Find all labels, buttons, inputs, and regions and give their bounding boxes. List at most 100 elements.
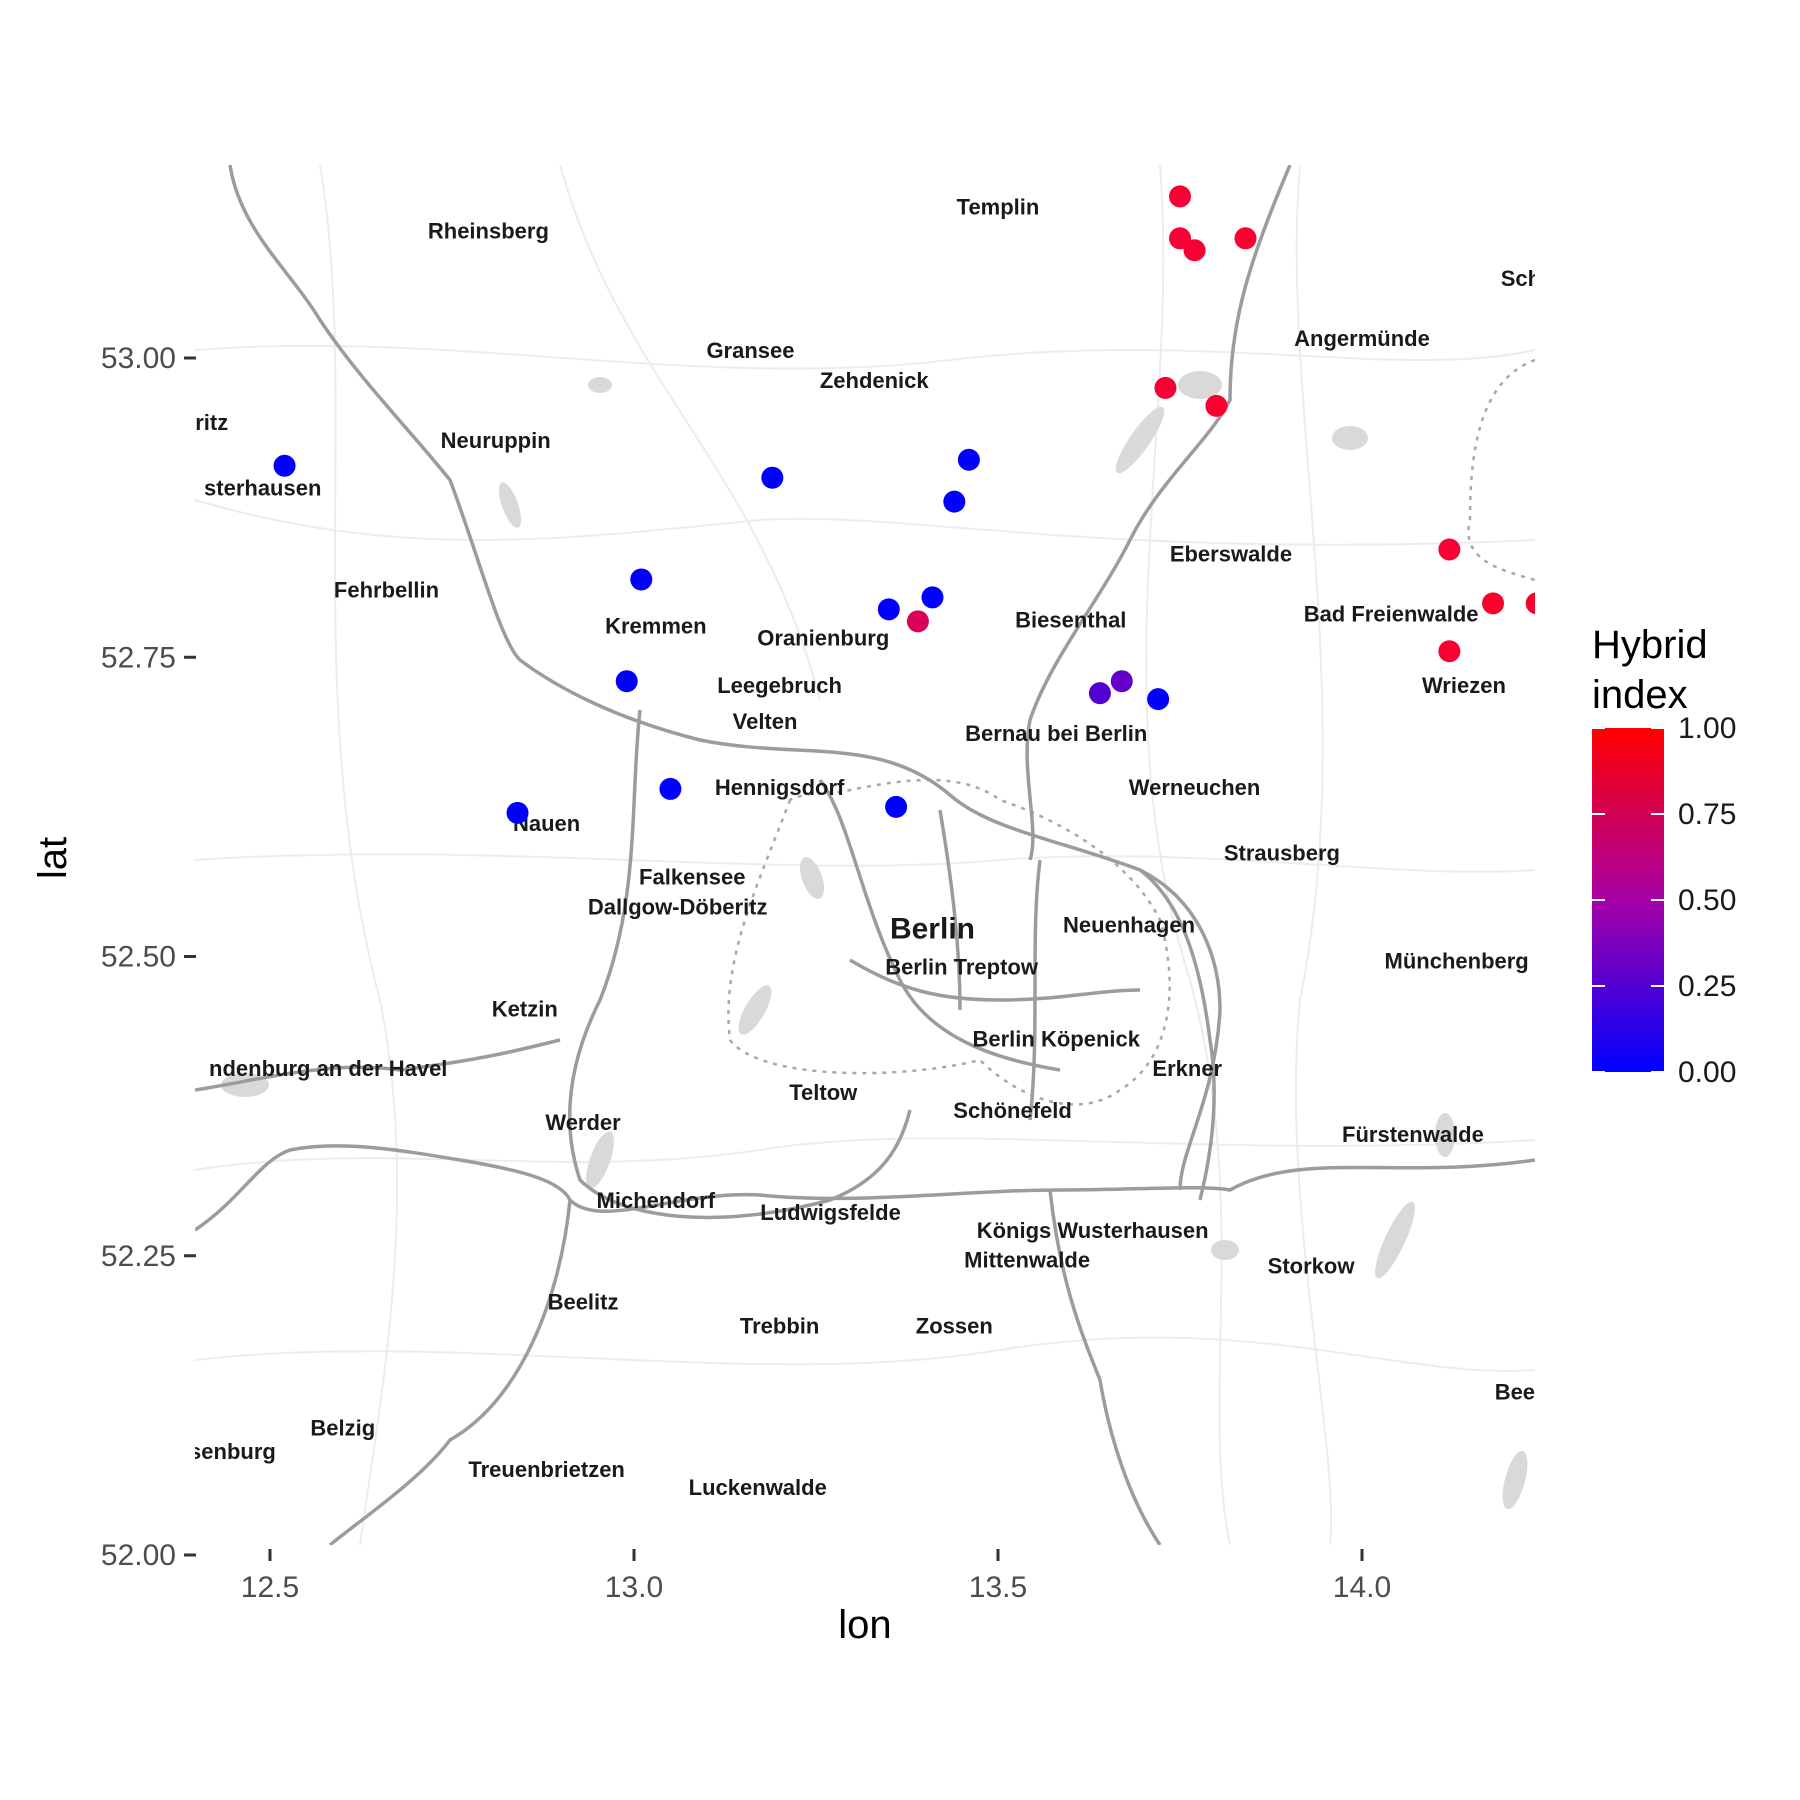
data-point	[1525, 592, 1535, 615]
map-label: Belzig	[310, 1415, 375, 1440]
lakes	[221, 371, 1528, 1510]
data-point	[1438, 640, 1461, 663]
map-label: Velten	[733, 709, 798, 734]
y-tick-label: 53.00	[101, 342, 176, 375]
map-label: Rheinsberg	[428, 218, 549, 243]
y-tick-label: 52.50	[101, 941, 176, 974]
map-label: Neuruppin	[441, 428, 551, 453]
data-point	[1169, 227, 1191, 250]
y-axis: 52.00 52.25 52.50 52.75 53.00	[101, 342, 196, 1572]
map-label: Zehdenick	[820, 368, 930, 393]
data-point	[1482, 592, 1505, 615]
x-axis: 12.5 13.0 13.5 14.0	[241, 1549, 1391, 1604]
x-tick-label: 13.5	[969, 1571, 1027, 1604]
map-label: Kremmen	[605, 613, 706, 638]
data-point	[1213, 132, 1235, 154]
legend-tick-label: 1.00	[1678, 712, 1736, 745]
data-point	[1234, 227, 1257, 250]
data-point	[630, 568, 653, 591]
map-label: Treuenbrietzen	[468, 1457, 624, 1482]
y-tick-label: 52.00	[101, 1539, 176, 1572]
data-point	[943, 490, 966, 513]
y-axis-title: lat	[31, 837, 75, 879]
map-label: Teltow	[789, 1080, 858, 1105]
data-point	[1438, 538, 1461, 561]
map-label: Schw	[1501, 266, 1559, 291]
data-point	[506, 801, 529, 824]
data-point	[615, 670, 638, 693]
data-point	[877, 598, 900, 621]
main-roads	[195, 165, 1535, 1545]
data-point	[1147, 688, 1170, 711]
map-label: Ludwigsfelde	[760, 1200, 901, 1225]
map-label: Mittenwalde	[964, 1248, 1090, 1273]
data-point	[1088, 682, 1111, 705]
data-point	[273, 454, 296, 477]
map-label: Neuenhagen	[1063, 913, 1195, 938]
map-label: Dallgow-Döberitz	[588, 895, 768, 920]
map-label: Erkner	[1152, 1056, 1222, 1081]
map-label: Berlin Treptow	[885, 954, 1039, 979]
map-label: Königs Wusterhausen	[977, 1218, 1209, 1243]
basemap	[195, 165, 1535, 1545]
map-label: Falkensee	[639, 865, 745, 890]
data-point	[1154, 376, 1177, 399]
map-label: Hennigsdorf	[715, 775, 845, 800]
map-label: Fürstenwalde	[1342, 1122, 1484, 1147]
map-label: Werneuchen	[1129, 775, 1261, 800]
map-label: Biesenthal	[1015, 607, 1126, 632]
x-tick-label: 13.0	[605, 1571, 663, 1604]
legend-tick-label: 0.75	[1678, 798, 1736, 831]
map-label: Leegebruch	[717, 673, 842, 698]
map-label: Angermünde	[1294, 326, 1430, 351]
data-point	[761, 466, 784, 489]
map-label: Oranienburg	[757, 625, 889, 650]
map-label: Bad Freienwalde	[1304, 601, 1479, 626]
map-label: esenburg	[177, 1439, 276, 1464]
map-label: Beelitz	[548, 1290, 619, 1315]
data-point	[957, 448, 980, 471]
borders	[727, 358, 1535, 1106]
map-label: Templin	[957, 194, 1040, 219]
map-labels: Wittstock Rheinsberg Templin Schw Gransee Ang…	[177, 135, 1559, 1500]
map-label: Wittstock	[213, 135, 313, 160]
map-label: Zossen	[916, 1314, 993, 1339]
data-point	[659, 777, 682, 800]
map-label: Wriezen	[1422, 673, 1506, 698]
data-point	[1110, 670, 1133, 693]
map-label: Michendorf	[597, 1188, 716, 1213]
data-point	[885, 795, 908, 818]
map-label: Strausberg	[1224, 841, 1340, 866]
map-label: Werder	[545, 1110, 621, 1135]
y-tick-label: 52.75	[101, 641, 176, 674]
legend-tick-label: 0.25	[1678, 970, 1736, 1003]
legend-tick-label: 0.00	[1678, 1056, 1736, 1089]
x-axis-title: lon	[838, 1603, 891, 1647]
legend-tick-label: 0.50	[1678, 884, 1736, 917]
data-point	[1205, 394, 1228, 417]
map-label: ndenburg an der Havel	[209, 1056, 447, 1081]
map-label: ritz	[195, 410, 228, 435]
map-label: Fehrbellin	[334, 577, 439, 602]
x-tick-label: 12.5	[241, 1571, 299, 1604]
map-label: Berlin	[890, 913, 975, 946]
legend: Hybrid index 1.00 0.75 0.50 0.25 0.00	[1592, 623, 1736, 1089]
map-label: Storkow	[1268, 1254, 1356, 1279]
map-label: Berlin Köpenick	[972, 1026, 1140, 1051]
map-label: Trebbin	[740, 1314, 819, 1339]
data-point	[921, 586, 944, 609]
data-points	[273, 132, 1535, 824]
legend-title-line-2: index	[1592, 673, 1688, 717]
map-label: Eberswalde	[1170, 541, 1292, 566]
map-label: Bee	[1495, 1379, 1535, 1404]
map-label: Schönefeld	[953, 1098, 1072, 1123]
data-point	[1183, 239, 1206, 262]
y-tick-label: 52.25	[101, 1240, 176, 1273]
map-label: Münchenberg	[1385, 948, 1529, 973]
map-label: Gransee	[706, 338, 794, 363]
legend-title-line-1: Hybrid	[1592, 623, 1708, 667]
data-point	[906, 610, 929, 633]
data-point	[1169, 185, 1191, 208]
legend-ticks: 1.00 0.75 0.50 0.25 0.00	[1592, 712, 1736, 1089]
